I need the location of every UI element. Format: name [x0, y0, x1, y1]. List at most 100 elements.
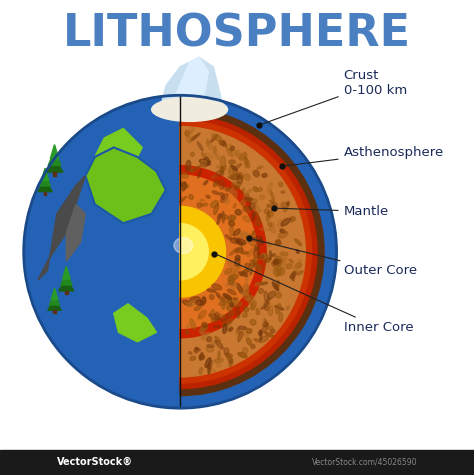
- Ellipse shape: [243, 285, 249, 291]
- Ellipse shape: [191, 133, 200, 141]
- Ellipse shape: [243, 292, 249, 301]
- Ellipse shape: [242, 198, 254, 200]
- Ellipse shape: [225, 187, 232, 191]
- Ellipse shape: [212, 134, 222, 141]
- Ellipse shape: [201, 152, 208, 162]
- Ellipse shape: [197, 142, 203, 151]
- Ellipse shape: [238, 352, 247, 358]
- Ellipse shape: [293, 264, 299, 273]
- Ellipse shape: [279, 182, 283, 187]
- Ellipse shape: [221, 299, 227, 303]
- Ellipse shape: [265, 332, 274, 337]
- Ellipse shape: [198, 315, 201, 319]
- Ellipse shape: [258, 331, 262, 335]
- Ellipse shape: [231, 182, 241, 187]
- Ellipse shape: [262, 173, 267, 177]
- Ellipse shape: [254, 247, 259, 258]
- Ellipse shape: [220, 194, 228, 202]
- Ellipse shape: [226, 147, 233, 157]
- Ellipse shape: [230, 146, 235, 151]
- Polygon shape: [61, 272, 72, 285]
- Ellipse shape: [264, 209, 269, 214]
- Ellipse shape: [266, 211, 270, 221]
- Ellipse shape: [243, 206, 248, 211]
- Ellipse shape: [233, 266, 241, 273]
- Ellipse shape: [235, 186, 239, 190]
- Ellipse shape: [238, 326, 247, 330]
- Ellipse shape: [268, 222, 272, 227]
- Ellipse shape: [225, 268, 232, 274]
- Ellipse shape: [223, 166, 226, 171]
- Ellipse shape: [264, 319, 268, 325]
- Ellipse shape: [203, 332, 210, 336]
- Polygon shape: [48, 300, 61, 310]
- Polygon shape: [50, 144, 59, 159]
- Ellipse shape: [182, 182, 186, 191]
- Ellipse shape: [219, 301, 226, 305]
- Ellipse shape: [245, 290, 251, 300]
- Ellipse shape: [241, 293, 249, 295]
- Ellipse shape: [257, 264, 264, 269]
- Bar: [0, 450, 474, 475]
- Ellipse shape: [264, 306, 269, 311]
- Ellipse shape: [252, 212, 255, 221]
- Ellipse shape: [243, 313, 247, 318]
- Ellipse shape: [220, 296, 228, 305]
- Ellipse shape: [255, 220, 261, 226]
- Ellipse shape: [227, 299, 232, 310]
- Ellipse shape: [181, 182, 187, 188]
- Ellipse shape: [239, 152, 246, 160]
- Ellipse shape: [199, 310, 206, 319]
- Ellipse shape: [292, 273, 294, 281]
- Ellipse shape: [235, 330, 239, 334]
- Ellipse shape: [228, 272, 237, 276]
- Ellipse shape: [242, 188, 244, 194]
- Ellipse shape: [280, 229, 285, 233]
- Ellipse shape: [191, 152, 194, 156]
- Ellipse shape: [215, 312, 220, 319]
- Ellipse shape: [286, 264, 292, 268]
- Ellipse shape: [180, 183, 189, 189]
- Ellipse shape: [201, 326, 207, 330]
- Ellipse shape: [210, 294, 214, 300]
- Polygon shape: [114, 304, 156, 342]
- Ellipse shape: [232, 163, 242, 171]
- Ellipse shape: [290, 217, 292, 223]
- Ellipse shape: [237, 234, 247, 238]
- Ellipse shape: [237, 247, 243, 251]
- Ellipse shape: [214, 359, 223, 362]
- Ellipse shape: [253, 199, 257, 202]
- Ellipse shape: [249, 261, 257, 267]
- Ellipse shape: [245, 287, 249, 294]
- Ellipse shape: [264, 298, 271, 305]
- Ellipse shape: [233, 203, 236, 208]
- Ellipse shape: [228, 274, 235, 284]
- Ellipse shape: [237, 172, 243, 179]
- Ellipse shape: [194, 348, 198, 353]
- Ellipse shape: [218, 296, 225, 301]
- Ellipse shape: [216, 164, 225, 168]
- Ellipse shape: [222, 211, 225, 223]
- Ellipse shape: [229, 359, 233, 366]
- Polygon shape: [63, 266, 70, 279]
- Polygon shape: [59, 279, 74, 291]
- Ellipse shape: [259, 282, 267, 285]
- Ellipse shape: [211, 339, 220, 344]
- Ellipse shape: [251, 204, 261, 212]
- Ellipse shape: [211, 319, 217, 322]
- Ellipse shape: [281, 202, 288, 208]
- Ellipse shape: [276, 304, 281, 314]
- Ellipse shape: [201, 331, 204, 341]
- Ellipse shape: [211, 175, 218, 179]
- Ellipse shape: [208, 367, 216, 372]
- Ellipse shape: [248, 295, 253, 304]
- Ellipse shape: [213, 180, 219, 187]
- Ellipse shape: [270, 227, 276, 233]
- Text: VectorStock.com/45026590: VectorStock.com/45026590: [311, 458, 417, 466]
- Bar: [54, 310, 55, 314]
- Ellipse shape: [221, 165, 226, 171]
- Ellipse shape: [214, 146, 216, 153]
- Ellipse shape: [205, 358, 211, 368]
- Ellipse shape: [246, 193, 250, 203]
- Ellipse shape: [272, 254, 275, 256]
